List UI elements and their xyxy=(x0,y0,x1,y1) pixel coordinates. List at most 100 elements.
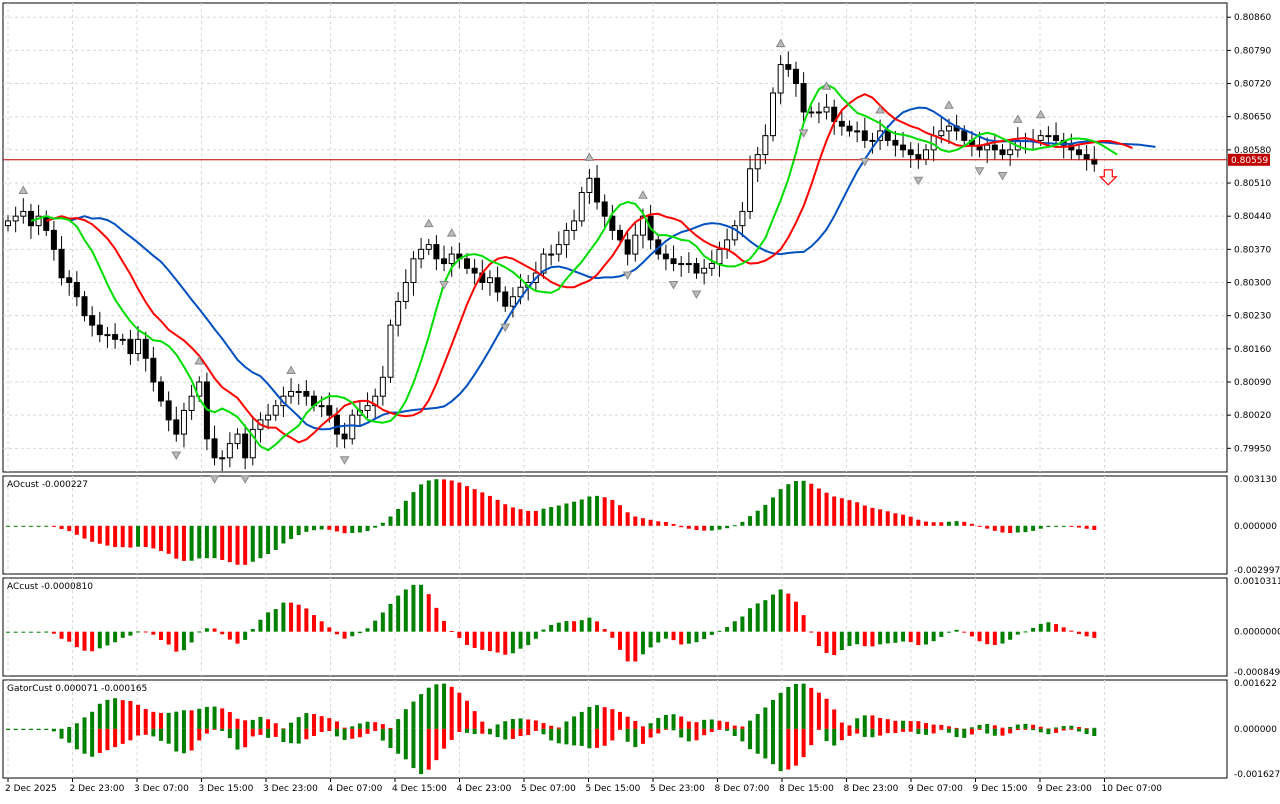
candle-body xyxy=(540,253,547,274)
gator-upper-bar xyxy=(939,724,944,729)
pane-frame-ac xyxy=(2,577,1228,677)
gator-upper-bar xyxy=(312,714,316,729)
candle-body xyxy=(89,315,96,326)
ao-bar xyxy=(1061,525,1066,527)
gator-lower-bar xyxy=(908,728,913,732)
ac-bar xyxy=(541,629,546,632)
gator-upper-bar xyxy=(824,698,829,729)
ac-bar xyxy=(197,631,202,633)
ao-bar xyxy=(189,525,194,561)
ao-bar xyxy=(648,519,653,526)
candle-body xyxy=(999,149,1006,156)
gator-upper-bar xyxy=(533,720,538,729)
ao-bar xyxy=(763,504,768,526)
series-teeth-line xyxy=(46,93,1133,444)
x-tick-label: 2 Dec 23:00 xyxy=(70,784,125,794)
ac-bar xyxy=(679,631,684,645)
gator-lower-bar xyxy=(748,728,753,750)
candle-body xyxy=(670,258,677,265)
gator-upper-bar xyxy=(579,711,584,729)
ao-bar xyxy=(702,525,707,531)
gator-lower-bar xyxy=(411,728,416,769)
candle-body xyxy=(58,248,65,279)
ao-bar xyxy=(449,480,454,526)
x-tick-label: 9 Dec 23:00 xyxy=(1037,784,1092,794)
gator-upper-bar xyxy=(618,711,622,729)
ao-bar xyxy=(220,525,225,560)
ac-bar xyxy=(136,631,141,633)
gator-upper-bar xyxy=(755,714,760,729)
x-tick-label: 8 Dec 15:00 xyxy=(779,784,834,794)
gator-upper-bar xyxy=(610,709,615,729)
gator-upper-bar xyxy=(143,708,148,729)
ao-bar xyxy=(916,519,921,526)
ac-bar xyxy=(939,631,944,637)
ao-bar xyxy=(136,525,141,547)
gator-upper-bar xyxy=(334,721,339,729)
indicator-y-tick-label: -0.002997 xyxy=(1234,566,1280,576)
candle-body xyxy=(127,338,134,355)
gator-lower-bar xyxy=(151,728,156,737)
candle-body xyxy=(486,277,493,284)
gator-upper-bar xyxy=(702,719,707,729)
candle-body xyxy=(158,381,164,402)
ac-bar xyxy=(465,631,469,645)
ao-bar xyxy=(801,480,806,526)
ac-bar xyxy=(778,589,783,632)
gator-lower-bar xyxy=(740,728,745,742)
ac-bar xyxy=(296,604,301,632)
ac-bar xyxy=(1077,631,1081,634)
ao-bar xyxy=(487,495,492,526)
fractal-up-marker xyxy=(638,190,648,199)
ac-bar xyxy=(266,612,271,632)
gator-lower-bar xyxy=(526,728,531,736)
ao-bar xyxy=(503,504,508,526)
fractal-down-marker xyxy=(240,475,251,484)
ao-bar xyxy=(174,525,179,559)
gator-lower-bar xyxy=(985,728,990,734)
gator-lower-bar xyxy=(977,728,982,730)
gator-lower-bar xyxy=(426,728,431,770)
gator-lower-bar xyxy=(365,728,370,734)
candle-body xyxy=(509,296,516,307)
gator-upper-bar xyxy=(273,723,278,729)
gator-lower-bar xyxy=(136,728,141,736)
gator-lower-bar xyxy=(878,728,883,736)
ac-bar xyxy=(916,631,921,646)
candle-body xyxy=(395,300,402,326)
gator-upper-bar xyxy=(1038,726,1043,729)
gator-lower-bar xyxy=(334,728,339,737)
candle-body xyxy=(441,258,448,265)
ac-bar xyxy=(174,631,179,652)
ac-bar xyxy=(931,631,936,642)
gator-upper-bar xyxy=(992,725,997,729)
gator-upper-bar xyxy=(901,720,906,729)
candle-body xyxy=(678,263,685,266)
ac-bar xyxy=(579,620,584,632)
ac-bar xyxy=(97,631,102,649)
gator-lower-bar xyxy=(931,728,936,734)
gator-lower-bar xyxy=(1000,728,1005,736)
ao-bar xyxy=(289,525,294,539)
candle-body xyxy=(578,191,585,222)
ac-bar xyxy=(587,617,592,632)
gator-upper-bar xyxy=(663,715,668,729)
ac-bar xyxy=(21,631,26,633)
candle-body xyxy=(892,139,899,146)
ao-bar xyxy=(495,499,500,526)
ac-bar xyxy=(595,621,600,632)
y-tick-label: 0.80020 xyxy=(1234,411,1271,421)
gator-lower-bar xyxy=(143,728,148,735)
gator-upper-bar xyxy=(572,716,577,729)
fractal-down-marker xyxy=(859,157,870,167)
gator-lower-bar xyxy=(181,728,186,754)
candle-body xyxy=(762,135,769,156)
gator-lower-bar xyxy=(801,728,806,758)
gator-upper-bar xyxy=(725,721,730,729)
ao-bar xyxy=(1008,525,1013,534)
ao-bar xyxy=(587,496,592,526)
candle-body xyxy=(66,277,73,284)
